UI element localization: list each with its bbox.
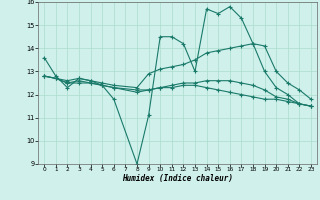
X-axis label: Humidex (Indice chaleur): Humidex (Indice chaleur): [122, 174, 233, 183]
